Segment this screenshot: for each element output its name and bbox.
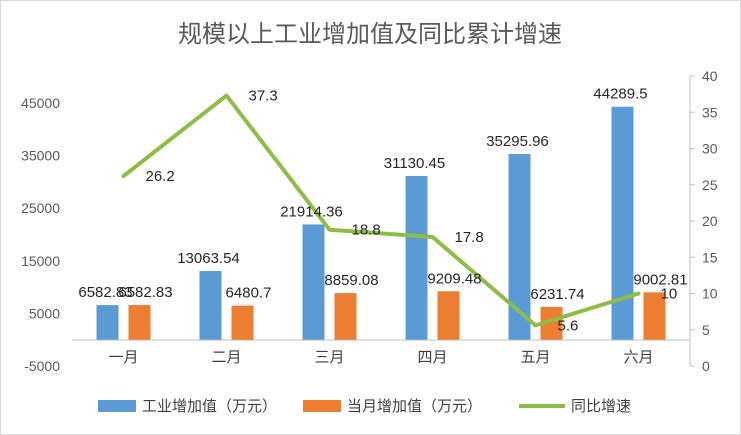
bar-cumulative [405,175,428,340]
legend-swatch [98,400,136,412]
data-label: 6231.74 [530,286,584,303]
x-axis-category-label: 五月 [520,349,550,366]
left-y-tick-label: -5000 [24,358,60,374]
legend-label: 当月增加值（万元） [347,398,482,415]
left-y-tick-label: 25000 [21,200,60,216]
right-y-tick-label: 15 [702,249,718,265]
right-y-tick-label: 0 [702,358,710,374]
right-y-tick-label: 40 [702,68,718,84]
left-y-axis: -5000 5000 15000 25000 35000 45000 [21,95,60,374]
right-y-tick-label: 10 [702,286,718,302]
bar-cumulative [508,154,531,340]
data-label: 35295.96 [486,133,549,150]
data-label: 17.8 [455,229,484,246]
right-y-tick-label: 30 [702,141,718,157]
data-label: 5.6 [558,317,579,334]
right-y-tick-label: 25 [702,177,718,193]
left-y-tick-label: 45000 [21,95,60,111]
data-label: 8859.08 [324,272,378,289]
x-axis-category-label: 三月 [314,349,344,366]
bar-monthly [437,291,460,340]
growth-line-path [121,93,641,328]
legend-swatch [303,400,341,412]
x-axis-category-label: 一月 [108,349,138,366]
bars [96,106,666,340]
growth-line [121,93,641,328]
data-label: 9002.81 [633,271,687,288]
bar-monthly [128,305,151,340]
data-label: 6582.83 [118,284,172,301]
bar-cumulative [96,305,119,340]
x-axis-category-label: 四月 [417,349,447,366]
right-y-axis: 0 5 10 15 20 25 30 35 40 [690,68,718,374]
left-y-tick-label: 15000 [21,253,60,269]
legend-label: 工业增加值（万元） [142,398,277,415]
x-axis-category-label: 二月 [211,349,241,366]
data-label: 10 [661,286,678,303]
right-y-tick-label: 5 [702,322,710,338]
data-label: 26.2 [146,168,175,185]
right-y-tick-label: 35 [702,104,718,120]
bar-cumulative [199,270,222,340]
chart-title: 规模以上工业增加值及同比累计增速 [178,21,562,48]
bar-cumulative [611,106,634,340]
data-label: 44289.5 [593,86,647,103]
data-label: 37.3 [249,88,278,105]
legend: 工业增加值（万元） 当月增加值（万元） 同比增速 [98,398,631,415]
bar-cumulative [302,224,325,340]
data-label: 6480.7 [226,285,272,302]
bar-monthly [231,305,254,340]
x-axis-category-label: 六月 [623,349,653,366]
bar-monthly [540,306,563,340]
data-label: 13063.54 [177,250,240,267]
left-y-tick-label: 35000 [21,148,60,164]
left-y-tick-label: 5000 [29,305,60,321]
data-label: 6582.83 [78,284,132,301]
right-y-tick-label: 20 [702,213,718,229]
legend-label: 同比增速 [571,398,631,415]
data-label: 21914.36 [280,203,343,220]
data-label: 18.8 [352,222,381,239]
bar-monthly [643,292,666,340]
data-label: 9209.48 [427,270,481,287]
data-labels: 6582.83 13063.54 21914.36 31130.45 35295.96 4… [78,86,687,335]
bar-monthly [334,293,357,340]
x-axis-categories: 一月 二月 三月 四月 五月 六月 [108,349,653,366]
data-label: 31130.45 [384,155,445,172]
